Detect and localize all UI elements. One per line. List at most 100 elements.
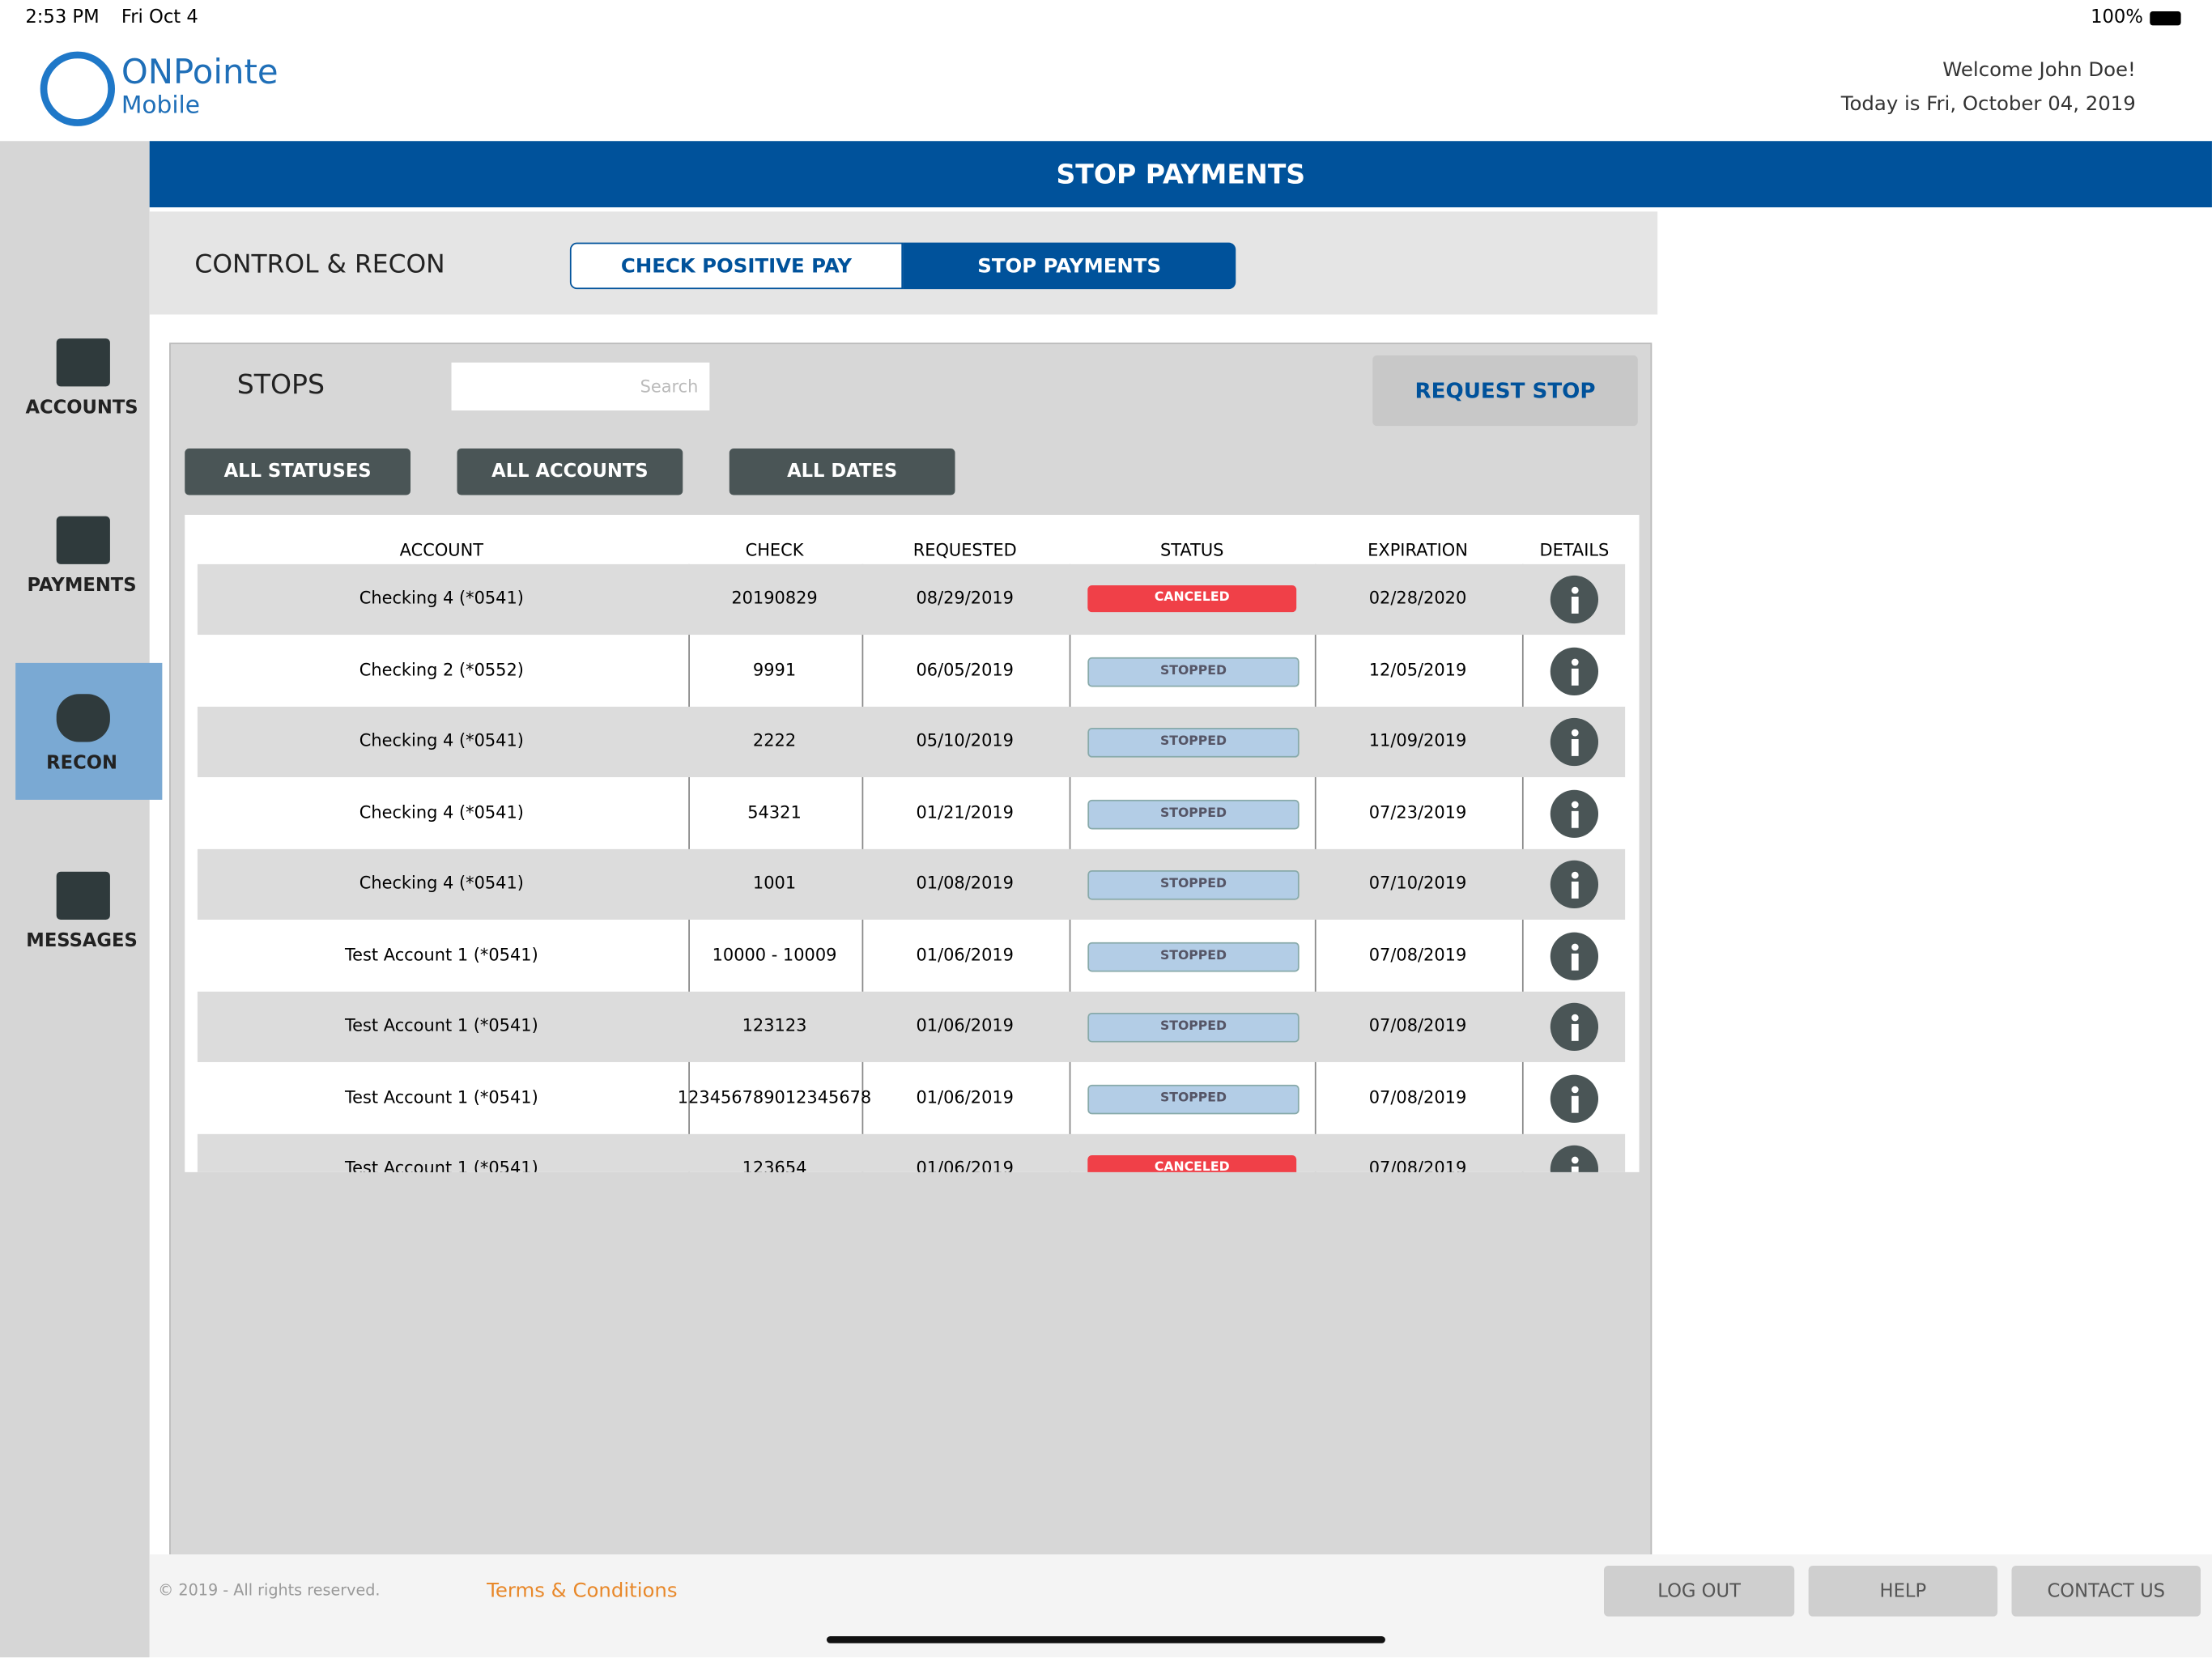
nav-label[interactable]: MESSAGES	[26, 930, 138, 953]
cell: 01/08/2019	[916, 873, 1014, 893]
cell: 06/05/2019	[916, 659, 1014, 679]
cell: 02/28/2020	[1368, 588, 1467, 608]
cell: 2222	[752, 730, 797, 750]
section-title: CONTROL & RECON	[194, 249, 445, 279]
info-stem	[1571, 596, 1579, 614]
contact-button[interactable]: CONTACT US	[2011, 1565, 2201, 1617]
status-badge: STOPPED	[1087, 941, 1300, 971]
nav-label[interactable]: ACCOUNTS	[25, 397, 138, 419]
status-badge: CANCELED	[1087, 585, 1297, 613]
logo-sub: Mobile	[121, 91, 200, 121]
cell: Test Account 1 (*0541)	[344, 1015, 538, 1035]
stops-title: STOPS	[236, 369, 325, 401]
column-header: REQUESTED	[912, 540, 1017, 560]
cell: Test Account 1 (*0541)	[344, 944, 538, 964]
logo-main: ONPointe	[121, 52, 279, 92]
details-button[interactable]	[1550, 575, 1599, 624]
status-time: 2:53 PM	[25, 6, 100, 28]
column-header: STATUS	[1160, 540, 1224, 560]
tab[interactable]: CHECK POSITIVE PAY	[569, 242, 904, 290]
cell: 20190829	[731, 588, 818, 608]
terms-link[interactable]: Terms & Conditions	[487, 1579, 678, 1603]
cell: 9991	[752, 659, 797, 679]
details-button[interactable]	[1550, 1002, 1599, 1052]
nav-icon	[56, 694, 110, 742]
cell: 05/10/2019	[916, 730, 1014, 750]
cell: 54321	[747, 801, 802, 822]
welcome: Welcome John Doe!	[1942, 59, 2136, 83]
row-stripe	[197, 1133, 1626, 1172]
details-button[interactable]	[1550, 789, 1599, 838]
cell: 12/05/2019	[1368, 659, 1467, 679]
info-dot	[1571, 1156, 1579, 1164]
cell: 01/06/2019	[916, 1158, 1014, 1172]
row-stripe	[197, 848, 1626, 920]
info-stem	[1571, 667, 1579, 685]
logout-button[interactable]: LOG OUT	[1603, 1565, 1795, 1617]
status-badge: STOPPED	[1087, 799, 1300, 829]
cell: Checking 4 (*0541)	[359, 873, 524, 893]
info-dot	[1571, 657, 1579, 665]
cell: 07/08/2019	[1368, 1086, 1467, 1107]
info-stem	[1571, 738, 1579, 756]
status-badge: STOPPED	[1087, 869, 1300, 900]
cell: 11/09/2019	[1368, 730, 1467, 750]
search-input[interactable]: Search	[451, 362, 710, 411]
cell: 07/08/2019	[1368, 944, 1467, 964]
info-dot	[1571, 729, 1579, 737]
info-stem	[1571, 1166, 1579, 1172]
info-stem	[1571, 1095, 1579, 1112]
nav-icon	[56, 871, 110, 920]
row-stripe	[197, 706, 1626, 778]
row-stripe	[197, 991, 1626, 1062]
nav-label[interactable]: PAYMENTS	[27, 575, 137, 597]
info-dot	[1571, 871, 1579, 879]
column-header: EXPIRATION	[1368, 540, 1468, 560]
filter-button[interactable]: ALL DATES	[729, 449, 955, 495]
cell: 01/06/2019	[916, 1086, 1014, 1107]
details-button[interactable]	[1550, 717, 1599, 767]
help-button[interactable]: HELP	[1808, 1565, 1998, 1617]
column-header: DETAILS	[1539, 540, 1610, 560]
info-dot	[1571, 1085, 1579, 1093]
details-button[interactable]	[1550, 646, 1599, 695]
cell: Test Account 1 (*0541)	[344, 1158, 538, 1172]
filter-button[interactable]: ALL STATUSES	[185, 449, 411, 495]
info-stem	[1571, 1023, 1579, 1041]
cell: 123123	[742, 1015, 807, 1035]
cell: 07/08/2019	[1368, 1015, 1467, 1035]
column-header: ACCOUNT	[399, 540, 483, 560]
row-stripe	[197, 563, 1626, 636]
details-button[interactable]	[1550, 1073, 1599, 1122]
cell: 07/23/2019	[1368, 801, 1467, 822]
today: Today is Fri, October 04, 2019	[1840, 92, 2136, 116]
nav-icon	[56, 516, 110, 564]
nav-label[interactable]: RECON	[46, 753, 117, 775]
status-date: Fri Oct 4	[121, 6, 198, 28]
battery: 100%	[2091, 6, 2143, 28]
cell: 123456789012345678	[677, 1086, 872, 1107]
filter-button[interactable]: ALL ACCOUNTS	[457, 449, 683, 495]
cell: 123654	[742, 1158, 807, 1172]
cell: Test Account 1 (*0541)	[344, 1086, 538, 1107]
request-stop-button[interactable]: REQUEST STOP	[1372, 355, 1638, 427]
cell: Checking 4 (*0541)	[359, 801, 524, 822]
status-badge: CANCELED	[1087, 1154, 1297, 1172]
column-header: CHECK	[745, 540, 804, 560]
info-dot	[1571, 800, 1579, 808]
status-badge: STOPPED	[1087, 1083, 1300, 1114]
tab-active[interactable]: STOP PAYMENTS	[903, 242, 1236, 290]
cell: Checking 2 (*0552)	[359, 659, 524, 679]
cell: Checking 4 (*0541)	[359, 588, 524, 608]
cell: 10000 - 10009	[712, 944, 837, 964]
copyright: © 2019 - All rights reserved.	[158, 1581, 381, 1600]
cell: 08/29/2019	[916, 588, 1014, 608]
cell: 01/06/2019	[916, 944, 1014, 964]
info-stem	[1571, 952, 1579, 970]
status-badge: STOPPED	[1087, 728, 1300, 758]
details-button[interactable]	[1550, 860, 1599, 909]
info-stem	[1571, 881, 1579, 899]
info-dot	[1571, 586, 1579, 594]
details-button[interactable]	[1550, 931, 1599, 980]
